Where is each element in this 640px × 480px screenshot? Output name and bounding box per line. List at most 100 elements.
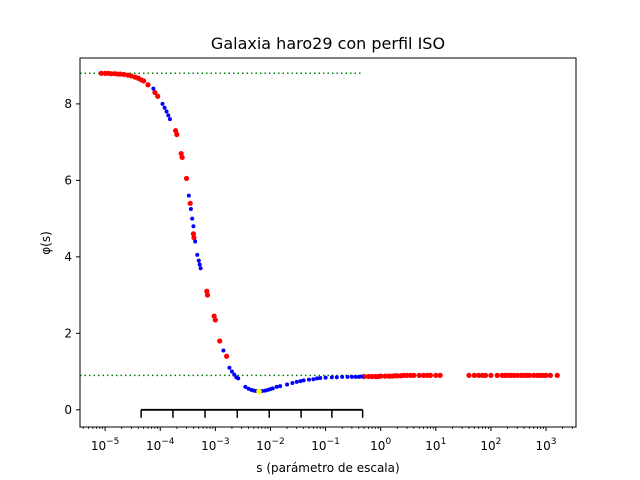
x-tick-label: 10−5 [91,437,120,453]
y-tick-label: 8 [64,97,72,111]
data-point [466,372,472,378]
data-point [298,379,303,384]
data-point [345,374,350,379]
data-point [378,373,384,379]
data-point [531,372,537,378]
x-tick-label: 101 [425,437,446,453]
data-point [197,262,202,267]
data-point [179,154,185,161]
data-point [204,288,210,294]
data-point [183,175,190,182]
data-point [191,235,197,241]
data-point [164,109,169,114]
data-point [514,372,520,378]
chart-title: Galaxia haro29 con perfil ISO [211,34,445,53]
data-point [204,292,211,298]
x-tick-label: 10−1 [311,437,340,453]
data-point [554,372,560,378]
axes-frame [79,57,577,428]
y-axis: 0 2 4 6 8 [64,97,80,417]
data-point [433,372,439,378]
data-point [160,101,165,106]
y-tick-label: 2 [64,326,72,340]
y-axis-label: φ(s) [39,231,53,255]
data-point [141,78,147,84]
data-point [301,378,306,383]
data-point [482,372,489,378]
x-tick-label: 10−2 [256,437,285,453]
data-point [543,372,549,378]
data-point [437,372,443,378]
data-point [471,372,477,378]
data-point [98,70,104,76]
data-point [353,374,358,379]
data-point [359,374,364,379]
x-tick-label: 10−4 [146,437,175,453]
data-point [404,372,410,378]
data-point [311,377,316,382]
data-point [166,113,171,118]
data-point [274,384,279,389]
data-point [547,372,553,378]
data-point [323,375,328,380]
data-point [186,193,191,198]
x-tick-label: 102 [480,437,501,453]
data-point [488,372,494,378]
data-point [494,372,500,378]
data-point [229,369,234,374]
data-point [243,384,248,389]
data-point [162,105,167,110]
data-point [152,89,158,96]
data-point [236,376,241,381]
data-point [187,200,193,206]
data-point [193,239,198,244]
data-point [270,386,275,391]
x-axis: 10−5 10−4 10−3 10−2 10−1 100 101 102 103 [82,427,573,453]
data-point [349,374,354,379]
data-point [223,353,230,359]
data-point [526,372,533,378]
y-tick-label: 0 [64,403,72,417]
x-tick-label: 103 [536,437,557,453]
data-point [340,374,345,379]
data-point [365,373,372,380]
x-tick-label: 100 [370,437,391,453]
data-point [190,231,197,237]
x-tick-label: 10−3 [201,437,230,453]
data-point [190,216,195,221]
y-tick-label: 6 [64,173,72,187]
data-point [411,372,417,378]
data-point [294,379,299,384]
x-axis-label: s (parámetro de escala) [256,461,399,475]
data-point [285,382,290,387]
data-point [198,266,203,271]
data-point [329,375,334,380]
data-point [290,381,295,386]
data-point [416,372,422,378]
data-point [188,207,193,212]
data-point [151,86,156,91]
data-point [306,377,311,382]
data-point [191,224,196,229]
data-point [382,373,388,379]
data-point [174,131,180,138]
data-point [334,375,339,380]
data-point [217,338,223,344]
plot-area [80,70,560,418]
data-point [121,71,127,78]
data-point [212,317,218,323]
data-point [221,348,226,353]
data-point [420,372,427,378]
data-point [196,258,201,263]
data-point [145,82,151,88]
data-point [195,252,200,257]
minimum-point [256,388,262,395]
y-tick-label: 4 [64,250,72,264]
data-point [315,376,320,381]
data-point [167,117,172,122]
data-point [318,376,323,381]
data-point [278,384,283,389]
data-point [427,372,434,378]
